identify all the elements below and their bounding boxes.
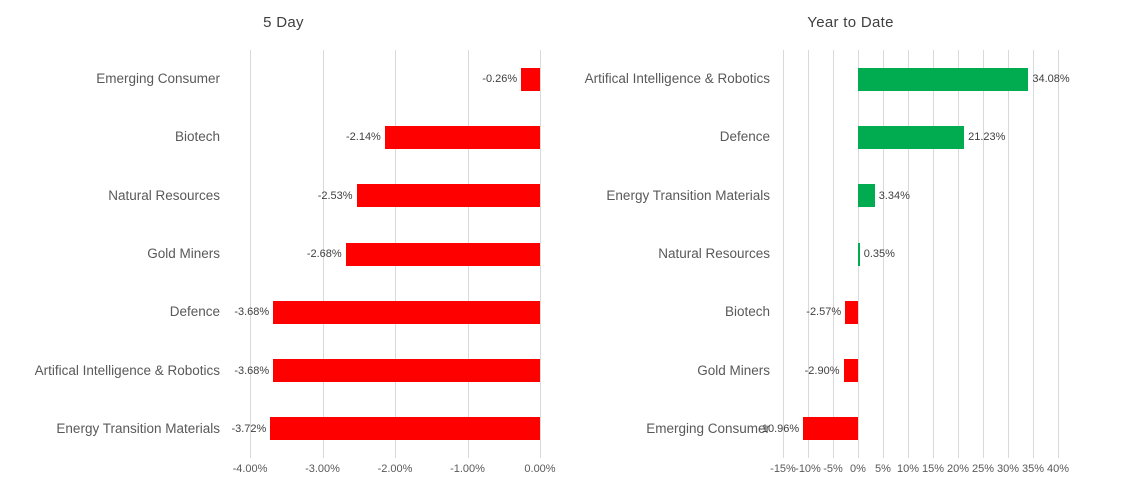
gridline <box>322 50 324 458</box>
axis-tick-label: 10% <box>896 463 920 475</box>
value-label: -3.68% <box>234 306 270 319</box>
value-label: -2.68% <box>306 248 342 260</box>
gridline <box>958 50 959 458</box>
value-label: -0.26% <box>482 73 518 86</box>
value-label: -2.53% <box>317 189 353 202</box>
category-label: Natural Resources <box>658 246 770 261</box>
bar-positive <box>858 67 1029 91</box>
category-label: Biotech <box>724 304 770 320</box>
axis-tick-label: 15% <box>921 463 945 475</box>
axis-tick-label: -3.00% <box>305 463 340 475</box>
axis-tick-label: 30% <box>996 463 1020 475</box>
value-label: 34.08% <box>1032 73 1070 86</box>
bar-positive <box>858 184 875 208</box>
gridline <box>808 50 809 458</box>
bar-negative <box>384 125 540 149</box>
gridline <box>908 50 909 458</box>
category-label: Emerging Consumer <box>96 71 220 87</box>
value-label: -3.68% <box>234 364 270 377</box>
category-label: Defence <box>719 129 770 145</box>
axis-tick-label: 40% <box>1046 463 1070 475</box>
bar-negative <box>521 67 540 91</box>
chart-year-to-date: Year to Date -15% -10% -5% 0% 5% 10% 15% 20% 25%… <box>567 0 1134 485</box>
axis-tick-label: -4.00% <box>232 463 268 475</box>
gridline <box>540 50 541 458</box>
bar-negative <box>273 300 540 324</box>
gridline <box>783 50 784 458</box>
bar-positive <box>858 242 860 266</box>
axis-tick-label: 35% <box>1021 463 1045 475</box>
chart-5-day: 5 Day -4.00% -3.00% -2.00% -1.00% 0.00% Emerg… <box>34 14 556 475</box>
gridline <box>1033 50 1034 458</box>
value-label: 3.34% <box>878 189 910 202</box>
gridline <box>883 50 884 458</box>
value-label: -2.90% <box>804 364 840 377</box>
axis-tick-label: 5% <box>875 463 891 475</box>
category-label: Biotech <box>174 129 220 145</box>
bar-negative <box>356 184 540 208</box>
chart-title-year-to-date: Year to Date <box>807 14 894 31</box>
category-label: Natural Resources <box>108 187 220 203</box>
value-label: -2.14% <box>345 131 381 144</box>
gridline <box>1058 50 1059 458</box>
bar-negative <box>273 359 540 383</box>
gridline <box>250 50 251 458</box>
value-label: -10.96% <box>758 422 800 435</box>
axis-tick-label: 25% <box>971 463 995 475</box>
axis-tick-label: -5% <box>823 463 843 475</box>
axis-tick-label: 0.00% <box>524 463 556 475</box>
category-label: Defence <box>169 304 220 320</box>
bar-negative <box>270 417 540 441</box>
value-label: 0.35% <box>863 248 895 260</box>
category-label: Gold Miners <box>697 362 770 378</box>
bar-negative <box>345 242 540 266</box>
category-label: Gold Miners <box>147 246 220 261</box>
gridline <box>1008 50 1009 458</box>
gridline <box>833 50 834 458</box>
category-label: Energy Transition Materials <box>56 420 220 436</box>
bar-negative <box>803 417 858 441</box>
gridline <box>933 50 934 458</box>
bar-negative <box>843 359 858 383</box>
axis-tick-label: -1.00% <box>450 463 485 475</box>
category-label: Artifical Intelligence & Robotics <box>584 71 770 87</box>
bar-negative <box>845 300 858 324</box>
gridline <box>983 50 984 458</box>
bar-positive <box>858 125 965 149</box>
category-label: Emerging Consumer <box>646 420 770 436</box>
axis-tick-label: -15% <box>770 463 796 475</box>
axis-tick-label: 0% <box>850 463 866 475</box>
axis-tick-label: 20% <box>946 463 970 475</box>
axis-tick-label: -10% <box>795 463 821 475</box>
chart-title-5-day: 5 Day <box>263 14 304 31</box>
axis-tick-label: -2.00% <box>377 463 413 475</box>
value-label: -3.72% <box>231 422 267 435</box>
category-label: Artifical Intelligence & Robotics <box>34 362 220 378</box>
value-label: 21.23% <box>968 131 1006 144</box>
category-label: Energy Transition Materials <box>606 187 770 203</box>
value-label: -2.57% <box>806 306 842 319</box>
